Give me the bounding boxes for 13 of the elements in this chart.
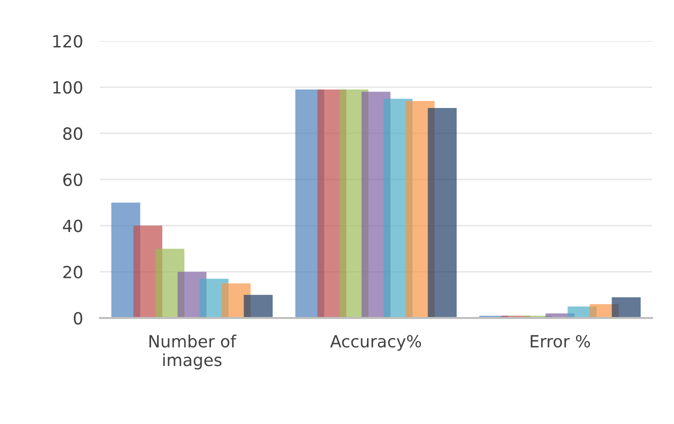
x-tick-label: Number of images: [149, 334, 236, 370]
y-tick-label: 120: [53, 34, 82, 48]
bar: [428, 108, 457, 318]
y-tick-label: 100: [53, 81, 82, 94]
y-tick-label: 60: [63, 173, 82, 186]
y-tick-label: 40: [62, 220, 82, 232]
y-tick-label: 80: [63, 127, 82, 140]
y-tick-label: 0: [74, 312, 82, 325]
bar: [612, 297, 641, 318]
x-tick-label: Accuracy%: [330, 334, 422, 351]
y-tick-label: 20: [63, 266, 82, 278]
x-tick-label: Error %: [530, 334, 590, 348]
bar: [244, 294, 273, 318]
